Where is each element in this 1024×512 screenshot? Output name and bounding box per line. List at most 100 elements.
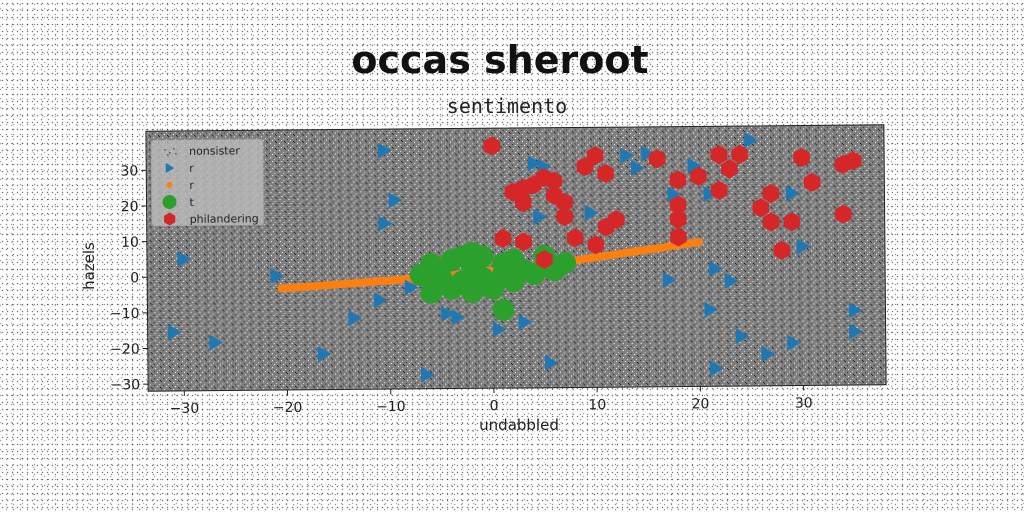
legend-label: r	[189, 179, 194, 192]
hexagon-point	[793, 148, 810, 168]
y-tick-label: 30	[120, 163, 138, 179]
triangle-point	[849, 323, 863, 340]
triangle-point	[687, 157, 702, 174]
triangle-point	[177, 251, 192, 268]
hexagon-point	[835, 204, 852, 224]
hexagon-point	[762, 183, 780, 203]
y-axis-label: hazels	[80, 242, 98, 290]
chart-suptitle: occas sheroot	[351, 38, 648, 82]
marks-layer	[167, 132, 863, 383]
y-tick-label: 10	[121, 235, 139, 251]
triangle-point	[492, 321, 507, 338]
legend-marker	[165, 163, 175, 174]
x-tick-label: 0	[490, 398, 499, 414]
hexagon-point	[710, 145, 728, 165]
triangle-point	[796, 238, 811, 255]
triangle-point	[167, 324, 182, 341]
triangle-point	[544, 354, 559, 371]
legend-marker	[164, 212, 176, 226]
y-tick-label: 20	[121, 199, 139, 215]
x-tick-label: −30	[170, 401, 200, 417]
triangle-point	[662, 271, 677, 288]
triangle-point	[388, 192, 403, 209]
triangle-point	[710, 360, 724, 377]
line-point	[695, 238, 704, 247]
circle-point	[492, 298, 515, 321]
triangle-point	[848, 302, 863, 319]
hexagon-point	[514, 193, 532, 213]
hexagon-point	[731, 145, 748, 165]
hexagon-point	[648, 149, 666, 169]
legend-marker	[167, 154, 169, 156]
hexagon-point	[721, 159, 738, 179]
triangle-point	[787, 334, 801, 351]
hexagon-point	[597, 164, 614, 184]
circle-point	[420, 281, 443, 304]
triangle-point	[584, 204, 599, 221]
triangle-point	[527, 155, 542, 172]
y-tick-label: −10	[110, 306, 140, 322]
legend-label: nonsister	[189, 144, 240, 157]
hexagon-point	[494, 229, 512, 249]
hexagon-point	[803, 172, 821, 192]
triangle-point	[744, 132, 758, 149]
x-tick-label: −10	[376, 399, 406, 415]
triangle-point	[724, 273, 739, 290]
hexagon-point	[690, 166, 707, 186]
hexagon-point	[576, 157, 594, 177]
x-tick-label: −20	[273, 400, 303, 416]
legend-label: r	[189, 162, 194, 175]
hexagon-point	[556, 207, 573, 227]
y-tick-label: 0	[130, 270, 139, 286]
legend-box	[150, 138, 265, 227]
x-axis-label: undabbled	[479, 416, 559, 434]
y-tick-label: −30	[110, 377, 140, 393]
x-ticks: −30 −20 −10 0 10 20 30	[170, 385, 813, 417]
triangle-point	[378, 215, 393, 232]
legend-marker	[166, 182, 173, 189]
triangle-point	[317, 346, 332, 363]
hexagon-point	[536, 250, 553, 270]
x-tick-label: 10	[588, 397, 606, 413]
hexagon-point	[669, 170, 687, 190]
triangle-point	[703, 186, 717, 203]
hexagon-point	[669, 209, 687, 229]
hexagon-point	[483, 136, 501, 156]
hexagon-point	[752, 198, 770, 218]
triangle-point	[270, 268, 285, 285]
y-tick-label: −20	[110, 342, 140, 358]
hexagon-point	[762, 212, 780, 232]
triangle-point	[620, 147, 635, 164]
legend-marker	[175, 152, 177, 155]
triangle-point	[404, 279, 419, 296]
triangle-point	[630, 159, 645, 176]
circle-point	[502, 270, 525, 293]
hexagon-point	[586, 146, 604, 166]
triangle-point	[518, 314, 533, 331]
hexagon-point	[587, 235, 605, 255]
hexagon-point	[515, 232, 532, 252]
legend-marker	[169, 152, 171, 154]
hexagon-point	[773, 240, 791, 260]
hexagon-point	[545, 171, 563, 191]
hexagon-point	[710, 180, 728, 200]
circle-point	[554, 251, 577, 274]
triangle-point	[441, 305, 455, 322]
hexagon-point	[514, 178, 532, 198]
triangle-point	[641, 145, 655, 162]
triangle-point	[373, 292, 388, 309]
x-tick-label: 20	[692, 396, 710, 412]
triangle-point	[421, 366, 435, 383]
hexagon-point	[608, 210, 625, 230]
hexagon-point	[844, 151, 862, 171]
hexagon-point	[566, 228, 584, 248]
chart-title: sentimento	[447, 94, 567, 118]
triangle-point	[451, 309, 466, 326]
hexagon-point	[783, 212, 801, 232]
triangle-point	[735, 328, 750, 345]
y-ticks: −30 −20 −10 0 10 20 30	[110, 163, 149, 393]
triangle-point	[533, 208, 547, 225]
triangle-point	[377, 142, 392, 159]
